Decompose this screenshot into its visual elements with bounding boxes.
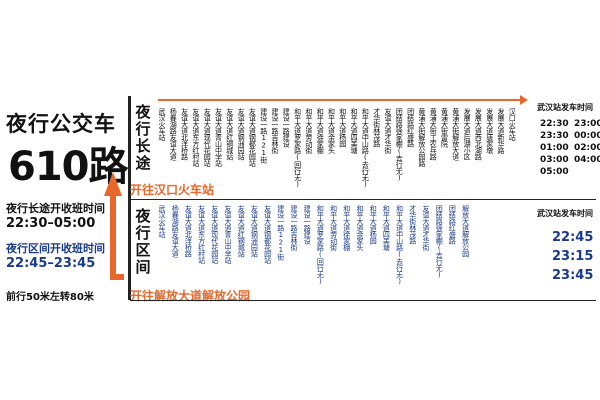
stop-name: 团结路红盛路 [448, 205, 457, 244]
depart-time: 23:30 [540, 131, 569, 141]
stop-name: 建设一路建设 [303, 205, 312, 244]
depart-time: 23:00 [574, 119, 600, 129]
arrow-shaft [110, 195, 116, 280]
stop-name: 友谊大道才华街 [422, 205, 430, 251]
stop-name: 友谊大道红钢城站 [237, 205, 246, 257]
stop-name: 团结路徐家棚(去行无) [435, 205, 444, 279]
depart-time: 01:00 [540, 143, 569, 153]
stop-name: 建设一路吉林街 [271, 108, 279, 154]
stop-name: 和平大道劳动街 [304, 108, 313, 154]
panel-bottom-border [130, 300, 596, 301]
stop-name: 和平大道劳动街 [329, 205, 338, 251]
stop-name: 和平大道余家头 [327, 108, 336, 154]
stop-name: 武汉火车站 [158, 108, 166, 141]
stop-name: 友谊大道现代花园站 [210, 205, 219, 264]
stop-name: 黄浦大街雷院 [440, 108, 449, 147]
bus-type-title: 夜行公交车 [6, 112, 116, 136]
stop-name: 杨春湖路友谊大道 [171, 205, 180, 257]
stop-name: 团结路徐家棚(去行无) [395, 108, 404, 182]
long-route-time: 22:30–05:00 [6, 216, 96, 231]
stop-name: 友谊大道东方红村站 [191, 108, 200, 167]
stop-name: 团结路红盛路 [406, 108, 415, 147]
stop-name: 发展大道西北湖路 [474, 108, 483, 160]
stop-name: 友谊大道北洋桥路 [184, 205, 193, 257]
long-route-direction: 开往汉口火车站 [130, 183, 215, 197]
long-route-depart-times: 22:30 23:00 23:30 00:00 01:00 02:00 03:00 04:00… [540, 118, 600, 178]
route-direction-line [158, 99, 520, 101]
short-route-direction: 开往解放大道解放公园 [130, 289, 251, 303]
stop-name: 友谊大道钢都花园站 [248, 108, 257, 167]
panel-separator [130, 199, 596, 200]
stop-name: 发展大道唐家墩 [485, 108, 494, 154]
stop-name: 友谊大道红钢城站 [225, 108, 234, 160]
stop-name: 和平大道中山路(去行无) [361, 108, 370, 188]
stop-name: 友谊大道钢洲园站 [237, 108, 246, 160]
stop-name: 杨春湖路友谊大道 [169, 108, 178, 160]
depart-time: 00:00 [574, 131, 600, 141]
stop-name: 才华街林茂路 [408, 205, 417, 244]
depart-time: 22:45 [552, 230, 594, 245]
short-route-depart-times: 22:45 23:15 23:45 [552, 228, 593, 285]
stop-name: 友谊大道东方红村站 [197, 205, 206, 264]
stop-name: 友谊大道才华街 [384, 108, 392, 154]
depart-time: 05:00 [540, 167, 569, 177]
stop-name: 黄浦大街解放大道 [451, 108, 460, 160]
short-route-label: 夜行区间开收班时间 [6, 242, 105, 255]
stop-name: 黄浦大街解放公园路 [417, 108, 426, 167]
stop-name: 才华街林茂路 [372, 108, 381, 147]
stop-name: 和平大道罗家路(回行无) [316, 205, 325, 285]
stop-name: 友谊大道钢都花园站 [263, 205, 272, 264]
stop-name: 友谊大道北洋桥路 [180, 108, 189, 160]
arrow-right-icon [520, 95, 528, 105]
stop-name: 友谊大道钢洲园站 [250, 205, 259, 257]
direction-hint: 前行50米左转80米 [6, 292, 94, 303]
depart-time: 04:00 [574, 155, 600, 165]
stop-name: 汉口火车站 [508, 108, 517, 141]
panel-divider [128, 96, 131, 300]
depart-time: 03:00 [540, 155, 569, 165]
depart-time: 22:30 [540, 119, 569, 129]
stop-name: 发展大道后湖小区 [463, 108, 472, 160]
stop-name: 和平大道罗家路(回行无) [293, 108, 302, 188]
depart-time: 23:15 [552, 249, 594, 264]
long-route-panel-title: 夜行长途 [135, 103, 151, 172]
stop-name: 建设一路建设 [282, 108, 291, 147]
stop-name: 友谊大道青山中学站 [214, 108, 223, 167]
stop-name: 建设一路121街 [259, 108, 268, 163]
stop-name: 和平大道杨园 [369, 205, 378, 244]
arrow-up-icon [104, 172, 122, 196]
stop-name: 友谊大道青山中学站 [224, 205, 232, 264]
stop-name: 建设一路吉林街 [290, 205, 298, 251]
depart-time: 23:45 [552, 268, 594, 283]
stop-name: 和平大道徐家棚 [342, 205, 351, 251]
short-route-depart-title: 武汉站发车时间 [537, 209, 593, 218]
stop-name: 黄浦大街工农兵路 [429, 108, 438, 160]
arrow-elbow [116, 274, 124, 280]
stop-name: 和平大道四美塘 [382, 205, 391, 251]
stop-name: 武汉火车站 [158, 205, 166, 238]
stop-name: 和平大道四美塘 [350, 108, 359, 154]
stop-name: 和平大道余家头 [356, 205, 364, 251]
stop-name: 发展大道新华路 [497, 108, 505, 154]
long-route-label: 夜行长途开收班时间 [6, 202, 105, 215]
short-route-time: 22:45–23:45 [6, 256, 96, 271]
short-route-panel-title: 夜行区间 [135, 207, 151, 276]
stop-name: 和平大道中山路(去行无) [395, 205, 404, 285]
depart-time: 02:00 [574, 143, 600, 153]
stop-name: 和平大道杨园 [338, 108, 347, 147]
stop-name: 建设一路121街 [276, 205, 285, 260]
stop-name: 友谊大道现代花园站 [203, 108, 212, 167]
long-route-depart-title: 武汉站发车时间 [537, 103, 593, 112]
stop-name: 和平大道徐家棚 [316, 108, 325, 154]
stop-name: 解放大道解放公园 [461, 205, 470, 257]
